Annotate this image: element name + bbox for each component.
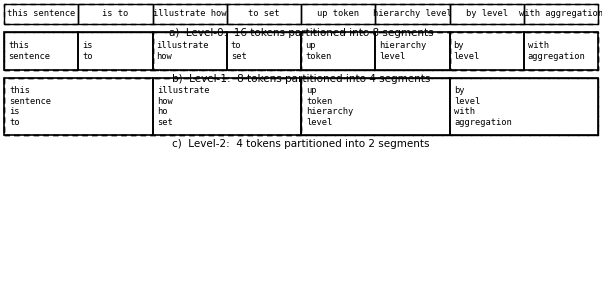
Text: with aggregation: with aggregation [519, 10, 602, 18]
Bar [78, 32, 152, 70]
Bar [301, 32, 375, 70]
Text: to set: to set [248, 10, 279, 18]
Bar [4, 78, 598, 135]
Bar [524, 4, 598, 24]
Bar [301, 78, 598, 135]
Text: hierarchy level: hierarchy level [373, 10, 452, 18]
Bar [152, 4, 227, 24]
Bar [301, 32, 450, 70]
Bar [301, 78, 450, 135]
Bar [4, 78, 152, 135]
Bar [450, 32, 598, 70]
Bar [450, 78, 598, 135]
Text: a)  Level-0:  16 tokens partitioned into 8 segments: a) Level-0: 16 tokens partitioned into 8… [169, 28, 433, 38]
Text: is to: is to [102, 10, 128, 18]
Text: up
token
hierarchy
level: up token hierarchy level [306, 86, 353, 127]
Bar [227, 4, 301, 24]
Text: illustrate
how: illustrate how [157, 41, 209, 61]
Bar [152, 78, 301, 135]
Bar [227, 32, 301, 70]
Bar [4, 4, 78, 24]
Text: by
level
with
aggregation: by level with aggregation [455, 86, 512, 127]
Bar [4, 32, 152, 70]
Bar [4, 4, 598, 24]
Text: this
sentence
is
to: this sentence is to [9, 86, 51, 127]
Text: is
to: is to [82, 41, 93, 61]
Text: up token: up token [317, 10, 359, 18]
Bar [301, 4, 375, 24]
Text: c)  Level-2:  4 tokens partitioned into 2 segments: c) Level-2: 4 tokens partitioned into 2 … [172, 139, 430, 149]
Bar [4, 78, 301, 135]
Text: illustrate
how
ho
set: illustrate how ho set [158, 86, 210, 127]
Bar [152, 32, 301, 70]
Text: by
level: by level [453, 41, 480, 61]
Bar [450, 4, 524, 24]
Text: up
token: up token [305, 41, 331, 61]
Bar [524, 32, 598, 70]
Bar [78, 4, 152, 24]
Text: with
aggregation: with aggregation [528, 41, 586, 61]
Text: to
set: to set [231, 41, 246, 61]
Text: this sentence: this sentence [7, 10, 75, 18]
Bar [152, 32, 227, 70]
Text: b)  Level-1:  8 tokens partitioned into 4 segments: b) Level-1: 8 tokens partitioned into 4 … [172, 74, 430, 84]
Bar [375, 4, 450, 24]
Bar [4, 32, 78, 70]
Text: illustrate how: illustrate how [153, 10, 226, 18]
Bar [375, 32, 450, 70]
Text: by level: by level [465, 10, 507, 18]
Bar [4, 32, 598, 70]
Text: this
sentence: this sentence [8, 41, 50, 61]
Text: hierarchy
level: hierarchy level [379, 41, 426, 61]
Bar [450, 32, 524, 70]
